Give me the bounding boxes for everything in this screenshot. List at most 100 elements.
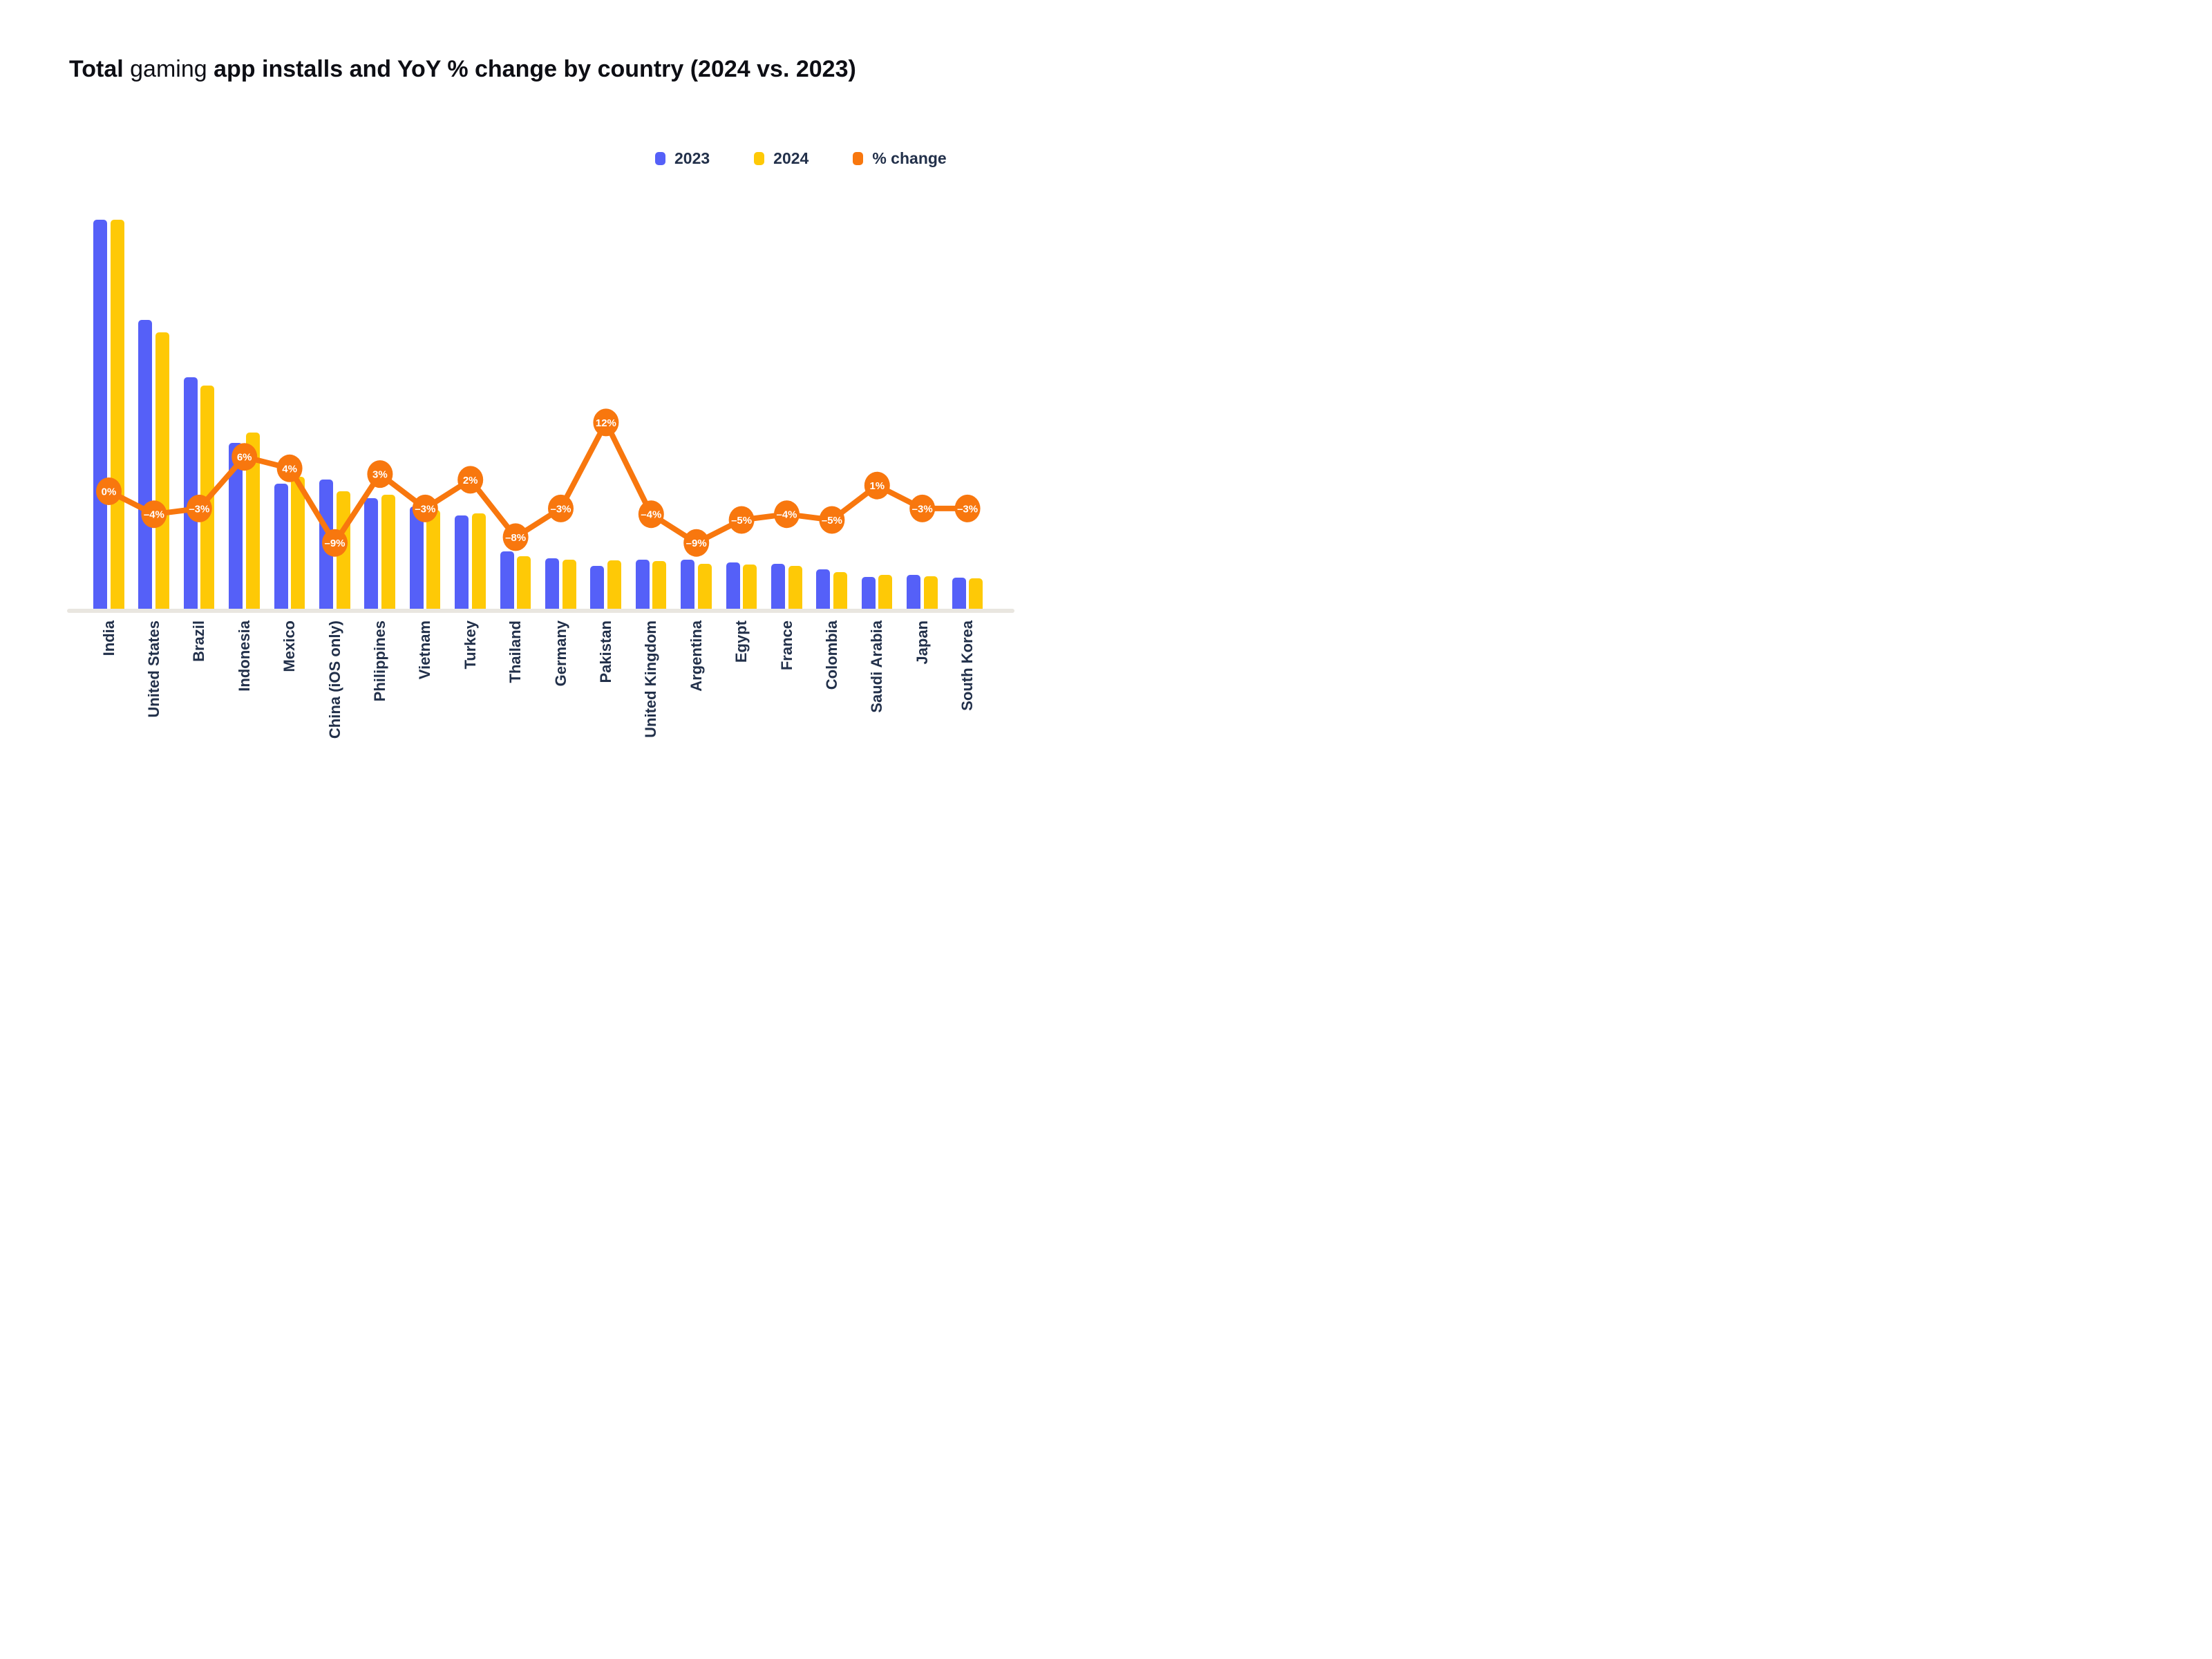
pct-change-marker-germany[interactable]: –3% bbox=[548, 494, 574, 522]
bar-2024-colombia[interactable] bbox=[833, 571, 847, 610]
marker-label: –9% bbox=[686, 538, 707, 549]
legend-item-2024[interactable]: 2024 bbox=[754, 149, 809, 168]
x-axis-label-mexico: Mexico bbox=[281, 620, 299, 672]
pct-change-marker-india[interactable]: 0% bbox=[96, 477, 122, 505]
marker-circle bbox=[141, 500, 167, 529]
bar-2024-argentina[interactable] bbox=[697, 563, 712, 610]
bar-2024-vietnam[interactable] bbox=[426, 509, 441, 610]
bar-2023-united-kingdom[interactable] bbox=[635, 559, 650, 610]
marker-label: 12% bbox=[596, 417, 616, 429]
pct-change-marker-pakistan[interactable]: 12% bbox=[593, 408, 619, 437]
x-axis-label-turkey: Turkey bbox=[461, 620, 479, 670]
bar-2023-brazil[interactable] bbox=[183, 377, 198, 610]
x-axis-label-vietnam: Vietnam bbox=[416, 620, 434, 680]
legend-label: 2024 bbox=[773, 149, 809, 167]
pct-change-marker-philippines[interactable]: 3% bbox=[367, 460, 393, 489]
bar-2023-argentina[interactable] bbox=[681, 559, 695, 610]
marker-circle bbox=[322, 529, 348, 557]
bar-2023-philippines[interactable] bbox=[364, 497, 379, 610]
x-axis-label-china-ios-only-: China (iOS only) bbox=[325, 620, 343, 739]
pct-change-marker-saudi-arabia[interactable]: 1% bbox=[864, 471, 890, 500]
pct-change-marker-united-kingdom[interactable]: –4% bbox=[638, 500, 664, 529]
bar-2023-turkey[interactable] bbox=[455, 515, 469, 610]
marker-label: 6% bbox=[237, 452, 252, 464]
x-axis-label-south-korea: South Korea bbox=[958, 620, 976, 711]
bar-2024-turkey[interactable] bbox=[471, 513, 486, 610]
bar-2023-egypt[interactable] bbox=[726, 562, 740, 610]
pct-change-marker-china-ios-only-[interactable]: –9% bbox=[322, 529, 348, 557]
bar-2024-mexico[interactable] bbox=[291, 477, 305, 610]
bar-2023-france[interactable] bbox=[771, 563, 785, 610]
marker-label: –3% bbox=[957, 503, 978, 515]
marker-circle bbox=[909, 494, 936, 522]
plot-area: 0% –4% –3% 6% 4% –9% 3% –3% 2% –8% –3% 12% –4% –9% –5%… bbox=[0, 0, 1106, 829]
bar-2023-thailand[interactable] bbox=[500, 551, 514, 610]
bar-2024-pakistan[interactable] bbox=[607, 560, 621, 610]
legend-swatch bbox=[655, 152, 665, 165]
marker-label: 1% bbox=[869, 480, 885, 492]
pct-change-marker-south-korea[interactable]: –3% bbox=[954, 494, 981, 522]
legend-label: 2023 bbox=[674, 149, 710, 167]
bar-2023-germany[interactable] bbox=[545, 558, 559, 610]
pct-change-marker-mexico[interactable]: 4% bbox=[276, 454, 303, 482]
x-axis-label-brazil: Brazil bbox=[190, 620, 208, 662]
x-axis-label-saudi-arabia: Saudi Arabia bbox=[868, 620, 886, 713]
marker-label: –8% bbox=[505, 532, 526, 544]
marker-label: –4% bbox=[776, 509, 797, 521]
marker-label: 2% bbox=[463, 475, 478, 486]
bar-2024-united-kingdom[interactable] bbox=[652, 561, 667, 610]
pct-change-marker-argentina[interactable]: –9% bbox=[683, 529, 710, 557]
marker-circle bbox=[638, 500, 664, 529]
legend: 2023 2024 % change bbox=[655, 149, 947, 168]
title-part-bold: Total bbox=[69, 56, 131, 82]
bar-2023-india[interactable] bbox=[93, 220, 107, 610]
bar-2024-united-states[interactable] bbox=[155, 332, 169, 610]
bar-2023-vietnam[interactable] bbox=[409, 506, 424, 610]
marker-circle bbox=[683, 529, 710, 557]
marker-circle bbox=[276, 454, 303, 482]
bar-2024-india[interactable] bbox=[110, 220, 124, 610]
bar-2023-saudi-arabia[interactable] bbox=[861, 576, 876, 610]
legend-item--change[interactable]: % change bbox=[853, 149, 947, 168]
bar-2024-france[interactable] bbox=[788, 565, 802, 610]
bar-2024-japan[interactable] bbox=[923, 576, 938, 610]
marker-label: 4% bbox=[282, 463, 297, 475]
marker-label: 0% bbox=[102, 486, 117, 498]
x-axis-label-argentina: Argentina bbox=[687, 620, 705, 692]
x-axis-label-indonesia: Indonesia bbox=[235, 620, 253, 692]
bar-2024-germany[interactable] bbox=[562, 559, 576, 610]
legend-label: % change bbox=[872, 149, 947, 167]
bar-2024-egypt[interactable] bbox=[743, 565, 757, 610]
pct-change-marker-vietnam[interactable]: –3% bbox=[412, 494, 438, 522]
marker-circle bbox=[593, 408, 619, 437]
bar-2024-thailand[interactable] bbox=[517, 556, 531, 610]
marker-circle bbox=[954, 494, 981, 522]
marker-circle bbox=[186, 494, 212, 522]
x-axis-baseline bbox=[67, 609, 1014, 613]
x-axis-label-philippines: Philippines bbox=[370, 620, 388, 702]
legend-item-2023[interactable]: 2023 bbox=[655, 149, 710, 168]
bar-2023-united-states[interactable] bbox=[138, 319, 153, 610]
bar-2024-philippines[interactable] bbox=[381, 494, 395, 610]
pct-change-marker-france[interactable]: –4% bbox=[774, 500, 800, 529]
bar-2024-indonesia[interactable] bbox=[245, 433, 260, 610]
pct-change-marker-turkey[interactable]: 2% bbox=[457, 466, 484, 494]
bar-2023-south-korea[interactable] bbox=[952, 577, 966, 610]
pct-change-marker-colombia[interactable]: –5% bbox=[819, 506, 845, 534]
pct-change-marker-egypt[interactable]: –5% bbox=[728, 506, 755, 534]
bar-2023-mexico[interactable] bbox=[274, 483, 288, 610]
pct-change-marker-brazil[interactable]: –3% bbox=[186, 494, 212, 522]
marker-circle bbox=[231, 443, 258, 471]
bar-2023-pakistan[interactable] bbox=[590, 566, 605, 610]
bar-2024-south-korea[interactable] bbox=[969, 578, 983, 610]
bar-2023-japan[interactable] bbox=[907, 574, 921, 610]
bar-2023-indonesia[interactable] bbox=[229, 443, 243, 610]
marker-circle bbox=[457, 466, 484, 494]
pct-change-marker-japan[interactable]: –3% bbox=[909, 494, 936, 522]
bar-2023-colombia[interactable] bbox=[816, 569, 831, 610]
legend-swatch bbox=[754, 152, 765, 165]
pct-change-marker-thailand[interactable]: –8% bbox=[502, 523, 529, 551]
pct-change-marker-indonesia[interactable]: 6% bbox=[231, 443, 258, 471]
bar-2024-saudi-arabia[interactable] bbox=[878, 575, 893, 610]
pct-change-marker-united-states[interactable]: –4% bbox=[141, 500, 167, 529]
